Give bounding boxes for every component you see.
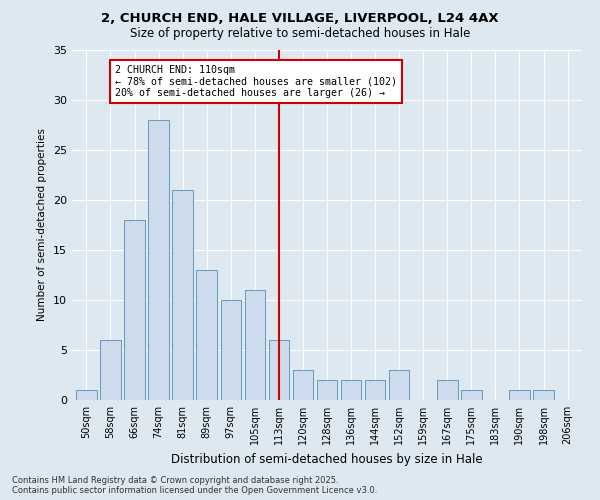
Bar bbox=[533, 390, 554, 400]
Bar bbox=[341, 380, 361, 400]
Bar bbox=[317, 380, 337, 400]
Bar bbox=[293, 370, 313, 400]
Y-axis label: Number of semi-detached properties: Number of semi-detached properties bbox=[37, 128, 47, 322]
Bar bbox=[437, 380, 458, 400]
Bar bbox=[461, 390, 482, 400]
Text: Contains HM Land Registry data © Crown copyright and database right 2025.
Contai: Contains HM Land Registry data © Crown c… bbox=[12, 476, 377, 495]
Bar bbox=[172, 190, 193, 400]
Bar bbox=[196, 270, 217, 400]
Bar bbox=[269, 340, 289, 400]
Text: 2 CHURCH END: 110sqm
← 78% of semi-detached houses are smaller (102)
20% of semi: 2 CHURCH END: 110sqm ← 78% of semi-detac… bbox=[115, 65, 397, 98]
Bar bbox=[100, 340, 121, 400]
Bar bbox=[221, 300, 241, 400]
Text: Size of property relative to semi-detached houses in Hale: Size of property relative to semi-detach… bbox=[130, 28, 470, 40]
Bar bbox=[509, 390, 530, 400]
Bar bbox=[389, 370, 409, 400]
Bar bbox=[365, 380, 385, 400]
Text: 2, CHURCH END, HALE VILLAGE, LIVERPOOL, L24 4AX: 2, CHURCH END, HALE VILLAGE, LIVERPOOL, … bbox=[101, 12, 499, 26]
Bar bbox=[245, 290, 265, 400]
Bar bbox=[76, 390, 97, 400]
X-axis label: Distribution of semi-detached houses by size in Hale: Distribution of semi-detached houses by … bbox=[171, 452, 483, 466]
Bar bbox=[148, 120, 169, 400]
Bar bbox=[124, 220, 145, 400]
